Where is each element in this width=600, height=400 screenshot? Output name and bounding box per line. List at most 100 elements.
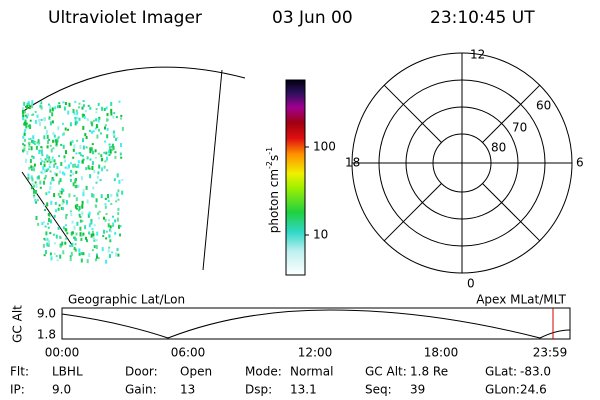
pixel: [70, 251, 73, 256]
pixel: [120, 156, 123, 159]
pixel: [43, 160, 46, 164]
status-label: Gain:: [125, 383, 157, 397]
pixel: [28, 148, 30, 151]
pixel: [95, 198, 98, 203]
pixel: [44, 209, 47, 211]
pixel: [24, 158, 27, 163]
pixel: [49, 181, 52, 185]
pixel: [82, 125, 85, 130]
pixel: [112, 146, 115, 150]
pixel: [27, 173, 30, 177]
pixel: [68, 102, 71, 107]
pixel: [89, 174, 92, 179]
pixel: [40, 105, 43, 110]
pixel: [65, 202, 68, 205]
pixel: [77, 184, 80, 188]
pixel: [65, 215, 68, 220]
pixel: [60, 162, 63, 166]
orbit-xtick: 12:00: [298, 346, 333, 360]
pixel: [31, 139, 34, 143]
pixel: [79, 216, 82, 218]
pixel: [105, 237, 108, 240]
pixel: [60, 245, 63, 248]
orbit-frame: [61, 307, 571, 340]
pixel: [65, 214, 68, 216]
pixel: [22, 150, 25, 153]
pixel: [117, 207, 120, 211]
pixel: [69, 210, 72, 213]
pixel: [31, 100, 34, 105]
pixel: [67, 110, 70, 115]
pixel: [48, 166, 51, 168]
pixel: [93, 238, 96, 242]
pixel: [58, 155, 61, 158]
pixel: [74, 243, 77, 246]
pixel: [57, 126, 60, 131]
pixel: [76, 139, 79, 142]
pixel: [61, 201, 64, 205]
pixel: [99, 179, 102, 182]
pixel: [116, 173, 119, 178]
pixel: [117, 212, 120, 216]
pixel: [69, 257, 72, 262]
pixel: [49, 144, 52, 147]
pixel: [39, 122, 41, 126]
pixel: [57, 207, 60, 211]
pixel: [64, 241, 67, 245]
pixel: [80, 154, 83, 157]
pixel: [104, 205, 107, 209]
pixel: [56, 166, 59, 169]
pixel: [98, 128, 100, 132]
pixel: [40, 162, 42, 166]
pixel: [50, 200, 53, 205]
pixel: [110, 101, 113, 106]
pixel: [71, 140, 74, 144]
pixel: [96, 254, 98, 259]
pixel: [28, 138, 31, 141]
pixel: [39, 104, 42, 108]
time: 23:10:45 UT: [430, 8, 535, 28]
pixel: [101, 157, 104, 161]
pixel: [95, 124, 98, 129]
pixel: [105, 230, 108, 233]
pixel: [64, 228, 67, 232]
pixel: [110, 203, 113, 205]
status-value: 13.1: [290, 383, 317, 397]
pixel: [119, 152, 122, 156]
pixel: [91, 230, 94, 234]
pixel: [100, 132, 102, 135]
pixel: [85, 167, 88, 171]
pixel: [23, 110, 26, 114]
orbit-ytick: 9.0: [37, 307, 56, 321]
pixel: [82, 189, 85, 194]
pixel: [64, 159, 67, 163]
pixel: [34, 110, 37, 113]
pixel: [26, 150, 29, 155]
pixel: [92, 130, 95, 133]
pixel: [64, 127, 67, 131]
pixel: [51, 120, 54, 124]
pixel: [76, 116, 79, 119]
pixel: [62, 101, 65, 104]
pixel: [51, 179, 54, 182]
orbit-ytick: 1.8: [37, 328, 56, 342]
pixel: [70, 213, 73, 217]
pixel: [110, 112, 113, 116]
pixel: [48, 163, 51, 166]
pixel: [39, 186, 42, 189]
pixel: [43, 135, 46, 140]
pixel: [104, 160, 107, 163]
pixel: [119, 233, 121, 237]
pixel: [32, 156, 35, 159]
pixel: [55, 173, 58, 177]
status-label: GLat:: [485, 365, 517, 379]
pixel: [59, 195, 62, 198]
pixel: [72, 163, 75, 168]
colorbar-tick-label: 100: [313, 140, 336, 154]
pixel: [94, 149, 97, 153]
pixel: [38, 149, 41, 152]
pixel: [78, 117, 81, 121]
pixel: [112, 215, 114, 218]
pixel: [26, 113, 29, 117]
